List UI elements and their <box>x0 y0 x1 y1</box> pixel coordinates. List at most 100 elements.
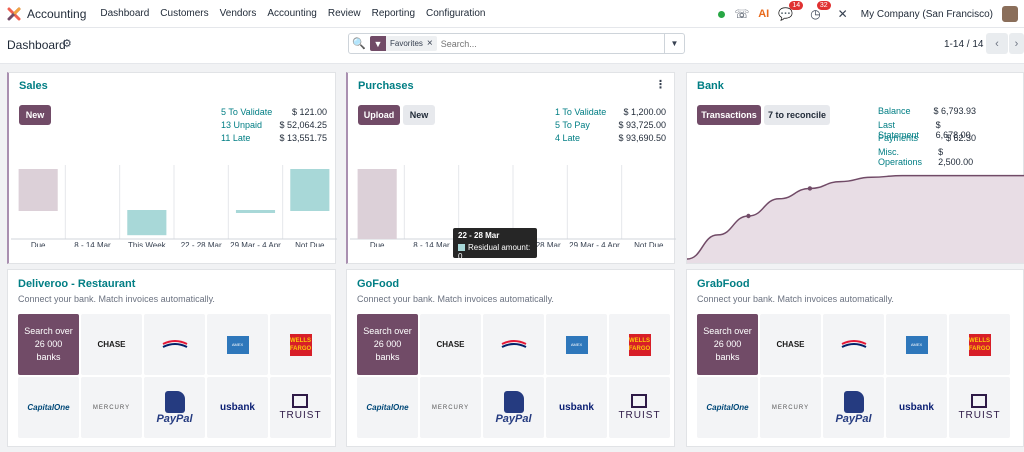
wells-fargo-logo[interactable]: WELLS FARGO <box>949 314 1010 375</box>
purchases-upload-button[interactable]: Upload <box>358 105 400 125</box>
chart-bar[interactable] <box>127 210 167 236</box>
amex-logo[interactable]: AMEX <box>886 314 947 375</box>
chase-logo[interactable]: CHASE <box>760 314 821 375</box>
chart-tooltip: 22 - 28 Mar Residual amount: 0 <box>453 228 537 261</box>
chart-tick-label: 8 - 14 Mar <box>413 241 450 247</box>
sales-new-button[interactable]: New <box>19 105 51 125</box>
menu-configuration[interactable]: Configuration <box>426 8 486 19</box>
gear-icon[interactable]: ⚙ <box>62 38 72 50</box>
ai-icon[interactable]: AI <box>758 8 770 20</box>
capital-one-logo[interactable]: CapitalOne <box>18 377 79 438</box>
amex-logo[interactable]: AMEX <box>207 314 268 375</box>
search-input[interactable] <box>440 38 664 49</box>
bank-of-america-logo[interactable] <box>144 314 205 375</box>
messages-icon[interactable]: 💬 14 <box>778 1 804 21</box>
truist-logo[interactable]: TRUIST <box>609 377 670 438</box>
purchases-card: Purchases ⋮ Upload New 1 To Validate $ 1… <box>346 72 676 264</box>
stat-label[interactable]: Misc. Operations <box>878 147 923 167</box>
mercury-logo[interactable]: MERCURY <box>760 377 821 438</box>
stat-label[interactable]: Last Statement <box>878 120 920 140</box>
menu-dashboard[interactable]: Dashboard <box>100 8 150 19</box>
capital-one-logo[interactable]: CapitalOne <box>697 377 758 438</box>
chase-logo[interactable]: CHASE <box>81 314 142 375</box>
paypal-logo[interactable]: PayPal <box>144 377 205 438</box>
bank-logo-grid: Search over 26 000 banks CHASE AMEX WELL… <box>357 314 670 438</box>
company-switcher[interactable]: My Company (San Francisco) <box>860 8 993 20</box>
paypal-label: PayPal <box>495 412 532 425</box>
menu-reporting[interactable]: Reporting <box>371 8 415 19</box>
search-icon[interactable]: 🔍 <box>352 38 366 50</box>
usbank-logo[interactable]: usbank <box>546 377 607 438</box>
wells-fargo-logo[interactable]: WELLS FARGO <box>609 314 670 375</box>
bank-of-america-logo[interactable] <box>823 314 884 375</box>
menu-accounting[interactable]: Accounting <box>267 8 317 19</box>
user-avatar[interactable] <box>1002 6 1018 22</box>
activity-clock-icon[interactable]: ◷ 32 <box>810 1 831 21</box>
remove-facet-icon[interactable]: × <box>426 38 433 49</box>
wells-fargo-logo[interactable]: WELLS FARGO <box>270 314 331 375</box>
capital-one-logo[interactable]: CapitalOne <box>357 377 418 438</box>
truist-logo[interactable]: TRUIST <box>270 377 331 438</box>
paypal-logo[interactable]: PayPal <box>823 377 884 438</box>
provider-title[interactable]: Deliveroo - Restaurant <box>18 278 136 290</box>
pager-value[interactable]: 1-14 / 14 <box>944 39 984 50</box>
stat-label[interactable]: 13 Unpaid <box>221 120 263 130</box>
chase-logo[interactable]: CHASE <box>420 314 481 375</box>
accounting-app-icon[interactable] <box>7 7 21 21</box>
chart-bar[interactable] <box>290 169 330 211</box>
bank-reconcile-button[interactable]: 7 to reconcile <box>764 105 830 125</box>
bank-title[interactable]: Bank <box>697 80 724 92</box>
usbank-logo[interactable]: usbank <box>207 377 268 438</box>
pager-previous-button[interactable]: ‹ <box>986 33 1008 54</box>
menu-vendors[interactable]: Vendors <box>219 8 257 19</box>
kebab-menu-icon[interactable]: ⋮ <box>655 79 666 91</box>
pager-next-button[interactable]: › <box>1009 33 1024 54</box>
chart-bar[interactable] <box>18 169 58 211</box>
phone-icon[interactable]: ☏ <box>734 7 750 21</box>
stat-label[interactable]: 4 Late <box>555 133 581 143</box>
purchases-title[interactable]: Purchases <box>358 80 414 92</box>
mercury-logo[interactable]: MERCURY <box>420 377 481 438</box>
stat-label[interactable]: 11 Late <box>221 133 251 143</box>
wells-fargo-label: WELLS FARGO <box>628 333 651 356</box>
bank-transactions-button[interactable]: Transactions <box>697 105 761 125</box>
chart-bar[interactable] <box>235 210 276 213</box>
stat-value: $ 6,678.00 <box>935 120 971 140</box>
sales-title[interactable]: Sales <box>19 80 48 92</box>
bank-chart[interactable] <box>687 163 1024 263</box>
purchases-new-button[interactable]: New <box>403 105 435 125</box>
bank-data-point[interactable] <box>807 186 813 191</box>
bank-of-america-logo[interactable] <box>483 314 544 375</box>
paypal-logo[interactable]: PayPal <box>483 377 544 438</box>
stat-label[interactable]: 1 To Validate <box>555 107 607 117</box>
tools-icon[interactable]: ✕ <box>837 7 848 21</box>
search-banks-button[interactable]: Search over 26 000 banks <box>18 314 79 375</box>
provider-subtitle: Connect your bank. Match invoices automa… <box>697 294 894 304</box>
search-banks-button[interactable]: Search over 26 000 banks <box>697 314 758 375</box>
wells-fargo-label: WELLS FARGO <box>289 333 312 356</box>
search-options-toggle[interactable]: ▼ <box>664 34 684 53</box>
bank-stat-row: Balance $ 6,793.93 <box>878 106 976 116</box>
stat-label[interactable]: Balance <box>878 106 911 116</box>
bank-stat-row: Misc. Operations $ 2,500.00 <box>878 147 976 167</box>
menu-customers[interactable]: Customers <box>160 8 209 19</box>
bank-data-point[interactable] <box>746 213 751 219</box>
amex-logo[interactable]: AMEX <box>546 314 607 375</box>
bank-series-line[interactable] <box>687 174 1024 260</box>
provider-title[interactable]: GrabFood <box>697 278 750 290</box>
stat-label[interactable]: Payments <box>878 133 919 143</box>
search-banks-button[interactable]: Search over 26 000 banks <box>357 314 418 375</box>
sales-chart[interactable]: Due 8 - 14 Mar This Week 22 - 28 Mar 29 Mar … <box>11 165 337 247</box>
truist-logo[interactable]: TRUIST <box>949 377 1010 438</box>
stat-label[interactable]: 5 To Pay <box>555 120 590 130</box>
app-title[interactable]: Accounting <box>27 6 87 21</box>
stat-label[interactable]: 5 To Validate <box>221 107 273 117</box>
menu-review[interactable]: Review <box>327 8 361 19</box>
mercury-label: MERCURY <box>92 404 131 411</box>
chart-bar[interactable] <box>357 169 397 239</box>
stat-value: $ 2,500.00 <box>938 147 974 167</box>
mercury-logo[interactable]: MERCURY <box>81 377 142 438</box>
usbank-logo[interactable]: usbank <box>886 377 947 438</box>
provider-title[interactable]: GoFood <box>357 278 400 290</box>
